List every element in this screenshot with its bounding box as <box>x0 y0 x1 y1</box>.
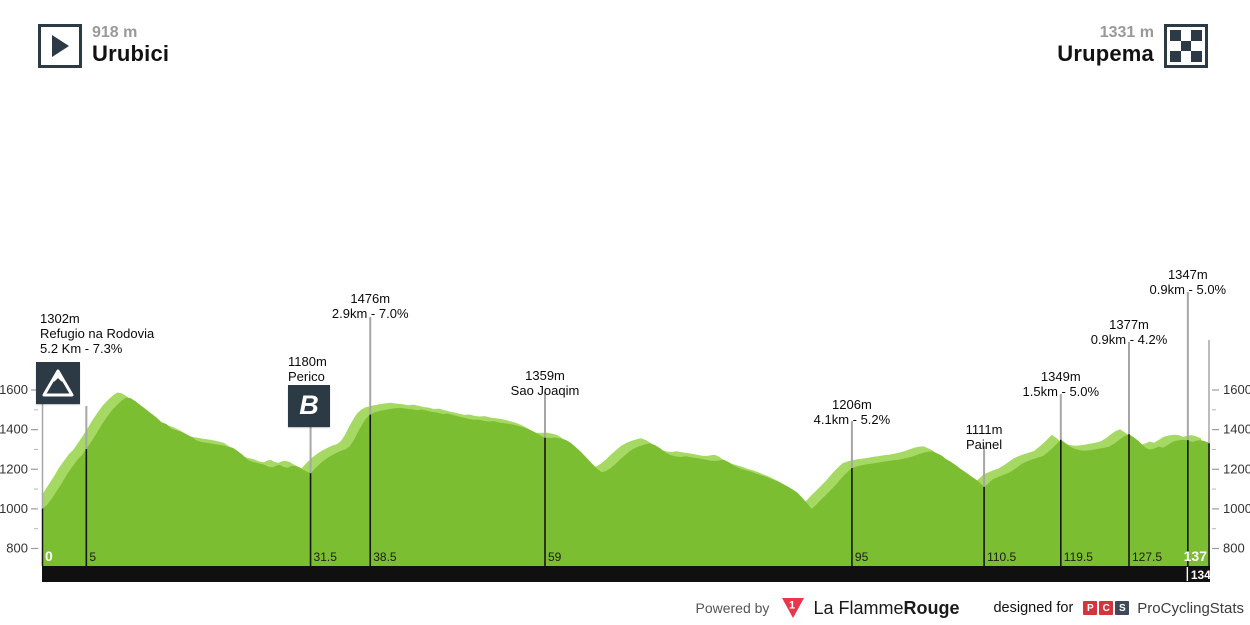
x-axis-label: 119.5 <box>1064 550 1093 564</box>
elevation-profile-area <box>42 397 1210 566</box>
y-axis-label-right: 800 <box>1223 541 1245 556</box>
y-axis-label-right: 1000 <box>1223 501 1250 516</box>
x-axis-label: 5 <box>89 550 96 564</box>
x-axis-label: 38.5 <box>373 550 397 564</box>
x-axis-label: 59 <box>548 550 562 564</box>
x-axis-label: 95 <box>855 550 869 564</box>
designed-for-label: designed for <box>993 600 1074 616</box>
marker-label: 1180m Perico <box>288 354 327 384</box>
bar-sub-tick-label: 134 <box>1191 568 1211 582</box>
play-triangle-icon <box>52 35 69 57</box>
x-axis-label: 31.5 <box>314 550 338 564</box>
marker-label: 1377m 0.9km - 4.2% <box>1090 317 1168 347</box>
y-axis-label-right: 1400 <box>1223 422 1250 437</box>
marker-label: 1111m Painel <box>965 422 1003 452</box>
marker-label: 1347m 0.9km - 5.0% <box>1149 267 1227 297</box>
x-axis-label: 110.5 <box>987 550 1016 564</box>
marker-label: 1302m Refugio na Rodovia 5.2 Km - 7.3% <box>40 311 155 356</box>
y-axis-label-left: 1000 <box>0 501 28 516</box>
y-axis-label-left: 1200 <box>0 461 28 476</box>
stage-start-header: 918 m Urubici <box>38 24 169 68</box>
x-axis-label: 0 <box>45 548 53 564</box>
la-flamme-rouge-wordmark[interactable]: La FlammeRouge <box>813 597 960 618</box>
y-axis-label-left: 800 <box>6 541 28 556</box>
x-axis-label: 137 <box>1184 548 1208 564</box>
bonus-sprint-b-icon: B <box>288 385 330 427</box>
la-flamme-rouge-logo-icon[interactable]: 1 <box>781 597 805 619</box>
footer-credits: Powered by 1 La FlammeRouge designed for… <box>695 595 1244 621</box>
procyclingstats-wordmark[interactable]: ProCyclingStats <box>1137 599 1244 617</box>
y-axis-label-left: 1600 <box>0 382 28 397</box>
marker-label: 1359m Sao Joaqim <box>510 368 580 398</box>
y-axis-label-right: 1600 <box>1223 382 1250 397</box>
kom-mountain-icon <box>36 362 80 404</box>
distance-bar <box>42 566 1210 582</box>
y-axis-label-right: 1200 <box>1223 461 1250 476</box>
start-town-name: Urubici <box>92 41 170 66</box>
pcs-logo-icon[interactable]: P C S <box>1083 601 1130 615</box>
marker-label: 1476m 2.9km - 7.0% <box>331 291 409 321</box>
start-elevation: 918 m <box>92 24 138 41</box>
x-axis-label: 127.5 <box>1132 550 1162 564</box>
finish-elevation: 1331 m <box>1099 24 1154 41</box>
finish-flag-icon <box>1164 24 1208 68</box>
marker-label: 1206m 4.1km - 5.2% <box>813 397 891 427</box>
checkered-flag-pattern <box>1170 30 1202 62</box>
svg-text:1: 1 <box>789 600 795 612</box>
stage-finish-header: 1331 m Urupema <box>1057 24 1208 68</box>
finish-town-name: Urupema <box>1057 41 1154 66</box>
y-axis-label-left: 1400 <box>0 422 28 437</box>
marker-label: 1349m 1.5km - 5.0% <box>1022 369 1100 399</box>
stage-start-icon <box>38 24 82 68</box>
powered-by-label: Powered by <box>695 600 770 616</box>
